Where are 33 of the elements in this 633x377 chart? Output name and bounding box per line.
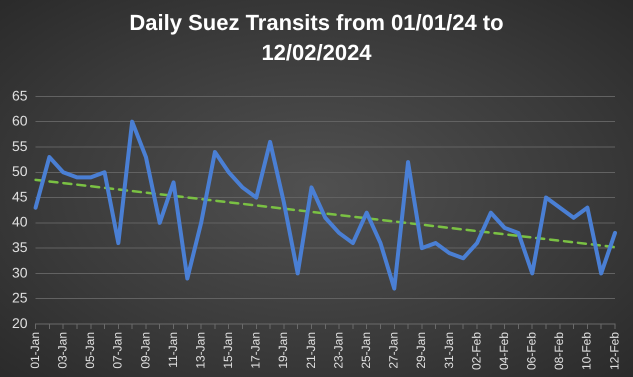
x-tick-label: 19-Jan [276, 332, 290, 369]
x-tick-label: 06-Feb [524, 332, 539, 370]
y-tick-label: 50 [12, 163, 28, 180]
x-tick-label: 25-Jan [358, 332, 373, 369]
x-tick-label: 13-Jan [193, 332, 208, 369]
x-tick-label: 12-Feb [607, 332, 622, 370]
x-tick-label: 27-Jan [386, 332, 401, 369]
y-tick-label: 25 [12, 290, 28, 306]
x-tick-label: 09-Jan [138, 332, 152, 369]
x-tick-label: 05-Jan [83, 332, 98, 369]
x-tick-label: 31-Jan [442, 332, 456, 369]
x-tick-label: 23-Jan [331, 332, 346, 369]
x-tick-label: 15-Jan [221, 332, 236, 369]
x-tick-label: 04-Feb [496, 332, 511, 370]
x-tick-label: 21-Jan [304, 332, 318, 369]
y-tick-label: 40 [12, 214, 28, 230]
y-tick-label: 60 [12, 112, 28, 129]
x-tick-label: 29-Jan [414, 332, 428, 369]
chart-title: Daily Suez Transits from 01/01/24 to 12/02/2024 [128, 9, 505, 67]
y-tick-label: 65 [12, 87, 28, 104]
x-tick-label: 10-Feb [580, 332, 594, 370]
x-tick-label: 02-Feb [469, 332, 484, 370]
x-tick-label: 03-Jan [55, 332, 70, 369]
y-tick-label: 20 [12, 314, 28, 331]
x-tick-label: 11-Jan [166, 332, 180, 368]
x-tick-label: 01-Jan [28, 332, 42, 369]
x-tick-label: 08-Feb [552, 332, 566, 370]
y-tick-label: 35 [12, 238, 28, 255]
x-tick-label: 17-Jan [248, 332, 263, 369]
y-tick-label: 30 [12, 264, 28, 280]
y-tick-label: 45 [12, 188, 28, 204]
y-tick-label: 55 [12, 138, 28, 154]
x-tick-label: 07-Jan [110, 332, 125, 369]
